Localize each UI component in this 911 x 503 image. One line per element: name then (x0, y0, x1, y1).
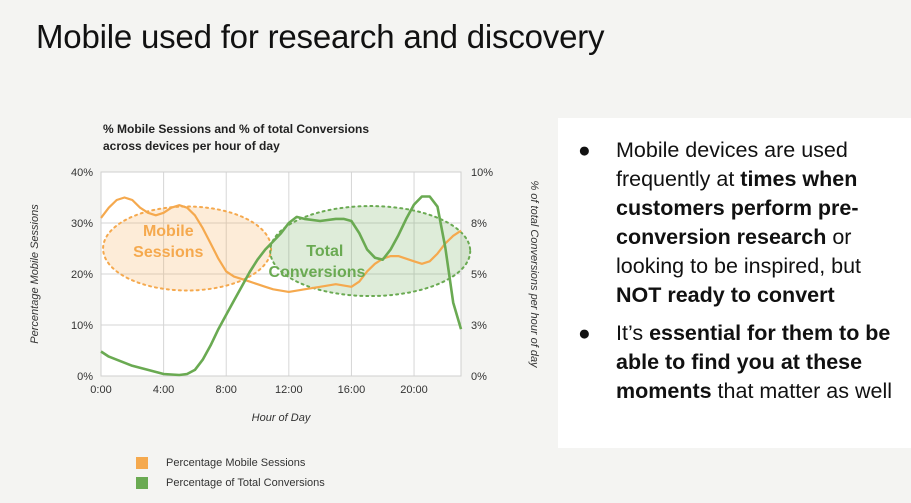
plot-border (100, 171, 462, 377)
y-tick-label: 0% (77, 371, 93, 383)
series-line-mobile-sessions (100, 196, 462, 293)
legend-swatch-total-conversions (136, 477, 148, 489)
y2-tick-label: 10% (471, 167, 493, 179)
legend-item-mobile-sessions: Percentage Mobile Sessions (136, 453, 325, 473)
bullet-text: that matter as well (711, 379, 893, 403)
y2-axis-label: % of total Conversions per hour of day (528, 180, 540, 369)
y-tick-label: 30% (71, 218, 93, 230)
y-tick-label: 20% (71, 269, 93, 281)
chart-legend: Percentage Mobile Sessions Percentage of… (136, 453, 325, 493)
bullet-text-bold: NOT ready to convert (616, 283, 835, 307)
bullet-marker: ● (578, 139, 591, 162)
x-tick-label: 0:00 (90, 384, 111, 396)
annotation-mobile-sessions-line-2: Sessions (133, 244, 203, 261)
slide-title: Mobile used for research and discovery (36, 18, 605, 55)
y-tick-label: 40% (71, 167, 93, 179)
y2-tick-label: 0% (471, 371, 487, 383)
annotation-total-conversions-line-2: Conversions (269, 264, 366, 281)
bullet-list: ● Mobile devices are used frequently at t… (578, 136, 908, 415)
bullet-text: Mobile devices are used frequently at (616, 138, 848, 191)
bullet-text-bold: times when customers perform pre-convers… (616, 167, 859, 249)
series-line-total-conversions (100, 195, 463, 377)
y2-tick-label: 3% (471, 320, 487, 332)
y-axis-label: Percentage Mobile Sessions (29, 204, 41, 344)
legend-label-total-conversions: Percentage of Total Conversions (166, 477, 325, 489)
x-axis-label: Hour of Day (252, 412, 312, 424)
x-tick-label: 4:00 (153, 384, 174, 396)
chart-title-line-2: across devices per hour of day (103, 139, 280, 153)
bullet-text-bold: essential for them to be able to find yo… (616, 321, 891, 403)
legend-item-total-conversions: Percentage of Total Conversions (136, 473, 325, 493)
bullet-item: ● Mobile devices are used frequently at t… (578, 136, 908, 310)
mobile-sessions-highlight (102, 205, 273, 292)
annotation-total-conversions-line-1: Total (306, 243, 343, 260)
bullet-text: or looking to be inspired, but (616, 225, 862, 278)
legend-label-mobile-sessions: Percentage Mobile Sessions (166, 457, 306, 469)
annotation-mobile-sessions-line-1: Mobile (143, 223, 194, 240)
bullet-marker: ● (578, 322, 591, 345)
y2-tick-label: 8% (471, 218, 487, 230)
legend-swatch-mobile-sessions (136, 457, 148, 469)
bullet-item: ● It’s essential for them to be able to f… (578, 319, 908, 406)
chart: % Mobile Sessions and % of total Convers… (0, 110, 545, 503)
x-tick-label: 16:00 (338, 384, 366, 396)
bullet-text: It’s (616, 321, 650, 345)
x-tick-label: 8:00 (216, 384, 237, 396)
y2-tick-label: 5% (471, 269, 487, 281)
x-tick-label: 20:00 (400, 384, 428, 396)
chart-svg: % Mobile Sessions and % of total Convers… (29, 122, 540, 424)
bullet-panel: ● Mobile devices are used frequently at t… (558, 118, 911, 448)
x-tick-label: 12:00 (275, 384, 303, 396)
y-tick-label: 10% (71, 320, 93, 332)
chart-title-line-1: % Mobile Sessions and % of total Convers… (103, 122, 369, 136)
